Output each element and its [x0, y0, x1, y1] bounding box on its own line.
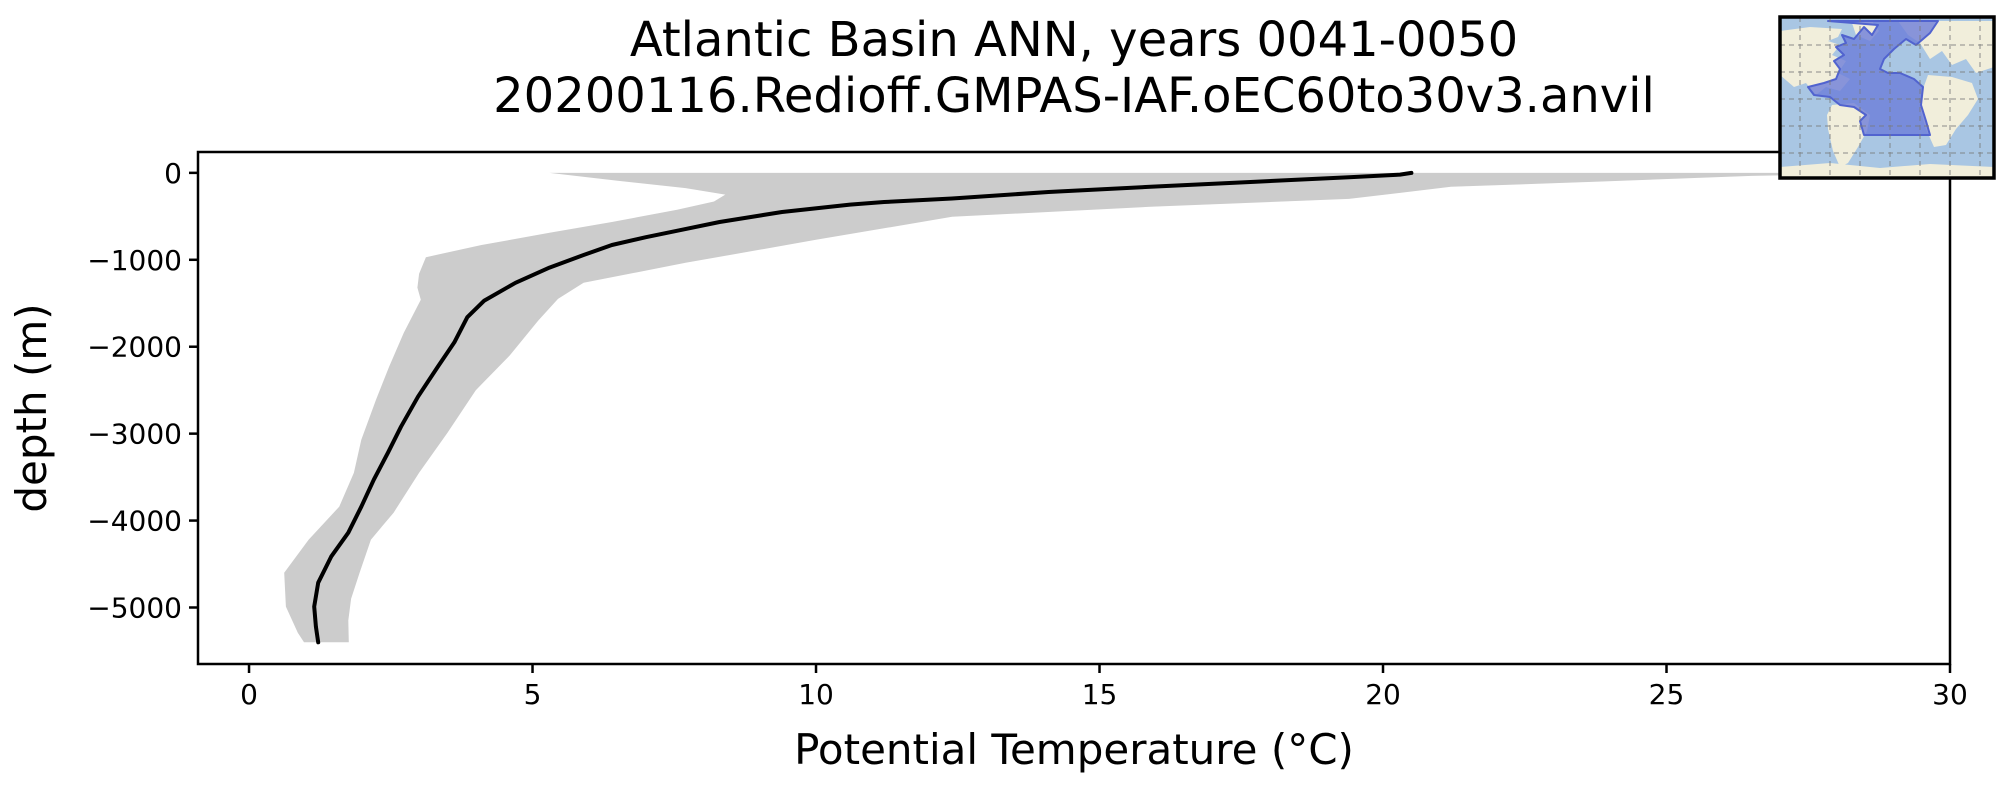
y-tick-label: −5000 — [87, 591, 182, 624]
x-tick-label: 15 — [1082, 678, 1118, 711]
y-axis-label: depth (m) — [7, 303, 56, 512]
y-axis-ticks: 0 −1000 −2000 −3000 −4000 −5000 — [87, 157, 198, 624]
temperature-range-band — [284, 172, 1928, 643]
map-land-north-america — [1780, 27, 1850, 95]
map-land-antarctica — [1780, 163, 1994, 178]
x-tick-label: 0 — [240, 678, 258, 711]
atlantic-basin-inset-map — [1778, 15, 1996, 180]
map-land-africa — [1920, 75, 1978, 147]
x-tick-label: 10 — [798, 678, 834, 711]
map-frame — [1778, 15, 1996, 180]
y-tick-label: −4000 — [87, 505, 182, 538]
y-tick-label: −2000 — [87, 331, 182, 364]
x-axis-ticks: 0 5 10 15 20 25 30 — [240, 664, 1968, 711]
y-tick-label: −3000 — [87, 418, 182, 451]
map-land-south-america — [1827, 103, 1870, 167]
x-tick-label: 20 — [1365, 678, 1401, 711]
mean-temperature-line — [312, 170, 1414, 645]
y-tick-label: −1000 — [87, 244, 182, 277]
x-tick-label: 25 — [1649, 678, 1685, 711]
chart-title: Atlantic Basin ANN, years 0041-0050 — [630, 12, 1518, 68]
chart-subtitle: 20200116.Redioff.GMPAS-IAF.oEC60to30v3.a… — [493, 68, 1655, 124]
x-tick-label: 5 — [524, 678, 542, 711]
plot-border — [196, 150, 1952, 666]
x-tick-label: 30 — [1932, 678, 1968, 711]
x-axis-label: Potential Temperature (°C) — [794, 725, 1354, 774]
y-tick-label: 0 — [164, 157, 182, 190]
